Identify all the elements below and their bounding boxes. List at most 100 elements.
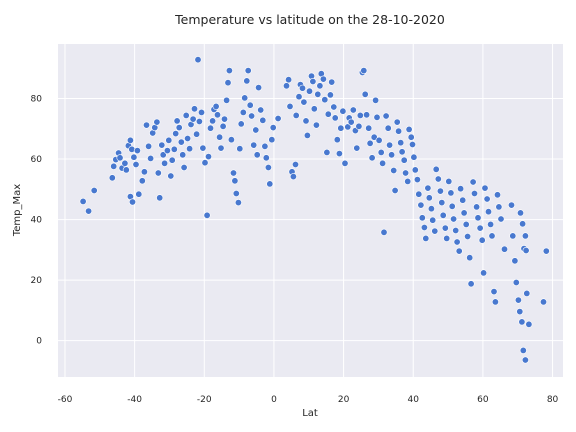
x-tick-label: 40: [408, 395, 420, 405]
data-point: [368, 154, 376, 162]
data-point: [219, 122, 227, 130]
data-point: [450, 215, 458, 223]
data-point: [469, 178, 477, 186]
data-point: [337, 124, 345, 132]
data-point: [184, 135, 192, 143]
data-point: [443, 234, 451, 242]
data-point: [347, 118, 355, 126]
data-point: [356, 111, 364, 119]
data-point: [480, 269, 488, 277]
data-point: [79, 197, 87, 205]
data-point: [460, 209, 468, 217]
data-point: [143, 121, 151, 129]
data-point: [493, 191, 501, 199]
data-point: [259, 116, 267, 124]
data-point: [404, 177, 412, 185]
data-point: [413, 176, 421, 184]
data-point: [497, 215, 505, 223]
y-tick-labels: 0 20 40 60 80: [31, 94, 43, 346]
data-point: [447, 189, 455, 197]
data-point: [133, 147, 141, 155]
data-point: [432, 165, 440, 173]
data-point: [339, 107, 347, 115]
y-axis-label: Temp_Max: [12, 184, 23, 237]
data-point: [519, 346, 527, 354]
plot-area: [58, 44, 563, 377]
data-point: [138, 177, 146, 185]
data-point: [427, 205, 435, 213]
data-point: [90, 187, 98, 195]
data-point: [140, 168, 148, 176]
data-point: [523, 289, 531, 297]
data-point: [370, 133, 378, 141]
data-point: [295, 93, 303, 101]
data-point: [110, 162, 118, 170]
data-point: [244, 67, 252, 75]
data-point: [274, 115, 282, 123]
data-point: [135, 190, 143, 198]
data-point: [333, 136, 341, 144]
data-point: [298, 84, 306, 92]
data-point: [195, 118, 203, 126]
data-point: [85, 207, 93, 215]
data-point: [466, 254, 474, 262]
data-point: [464, 233, 472, 241]
data-point: [405, 125, 413, 133]
data-point: [241, 94, 249, 102]
data-point: [319, 75, 327, 83]
data-point: [158, 141, 166, 149]
y-tick-label: 0: [36, 337, 42, 347]
data-point: [212, 102, 220, 110]
data-point: [521, 232, 529, 240]
data-point: [484, 208, 492, 216]
data-point: [379, 159, 387, 167]
data-point: [429, 216, 437, 224]
data-point: [189, 115, 197, 123]
data-point: [507, 201, 515, 209]
data-point: [147, 154, 155, 162]
data-point: [366, 139, 374, 147]
data-point: [303, 131, 311, 139]
data-point: [478, 236, 486, 244]
x-tick-label: -20: [197, 395, 212, 405]
data-point: [495, 203, 503, 211]
data-point: [474, 214, 482, 222]
data-point: [145, 142, 153, 150]
data-point: [521, 356, 529, 364]
data-point: [355, 122, 363, 130]
data-point: [268, 136, 276, 144]
data-point: [439, 211, 447, 219]
x-axis-label: Lat: [302, 408, 318, 419]
data-point: [511, 257, 519, 265]
x-tick-label: -40: [127, 395, 142, 405]
data-point: [232, 190, 240, 198]
data-point: [473, 203, 481, 211]
data-point: [309, 78, 317, 86]
data-point: [512, 278, 520, 286]
data-point: [361, 90, 369, 98]
x-tick-label: 0: [271, 395, 277, 405]
data-point: [420, 224, 428, 232]
data-point: [231, 177, 239, 185]
data-point: [262, 154, 270, 162]
x-tick-labels: -60 -40 -20 0 20 40 60 80: [58, 395, 559, 405]
x-tick-label: 20: [338, 395, 350, 405]
data-point: [130, 153, 138, 161]
data-point: [230, 169, 238, 177]
data-point: [191, 105, 199, 113]
data-point: [418, 214, 426, 222]
data-point: [300, 98, 308, 106]
data-point: [462, 220, 470, 228]
data-point: [363, 111, 371, 119]
data-point: [344, 123, 352, 131]
data-point: [425, 194, 433, 202]
data-point: [518, 318, 526, 326]
data-point: [349, 106, 357, 114]
data-point: [365, 124, 373, 132]
data-point: [341, 159, 349, 167]
data-point: [424, 184, 432, 192]
data-point: [175, 124, 183, 132]
data-point: [382, 112, 390, 120]
data-point: [302, 117, 310, 125]
